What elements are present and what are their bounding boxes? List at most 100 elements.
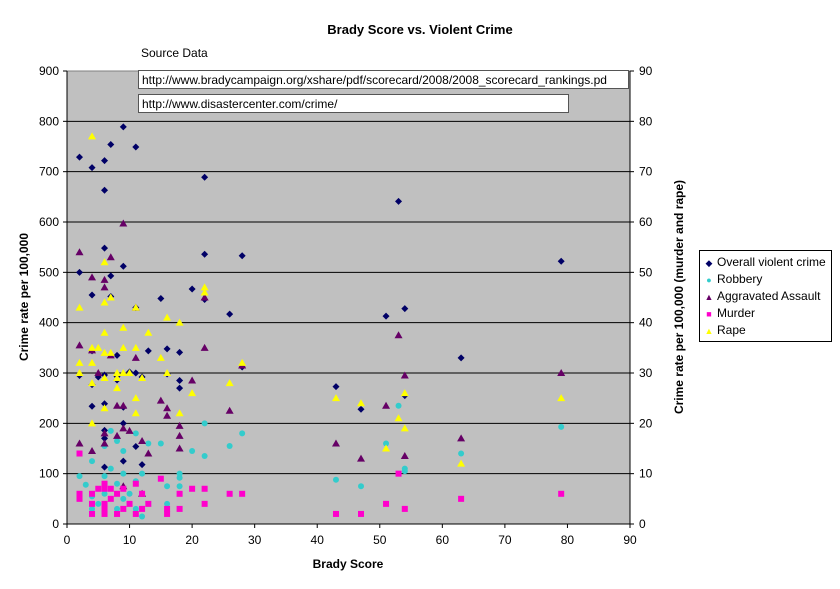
y2-tick-label: 90 [639, 64, 653, 78]
data-point [457, 434, 466, 442]
data-point [558, 423, 565, 430]
y-tick-label: 100 [39, 467, 59, 481]
data-point [557, 257, 565, 265]
x-tick-label: 40 [311, 533, 325, 547]
x-tick-label: 20 [185, 533, 199, 547]
data-point [119, 424, 128, 432]
source-url-brady: http://www.bradycampaign.org/xshare/pdf/… [138, 70, 629, 89]
data-point [88, 402, 96, 410]
y-tick-label: 900 [39, 64, 59, 78]
y-tick-label: 800 [39, 114, 59, 128]
data-point [119, 401, 128, 409]
data-point [120, 485, 127, 492]
data-point [107, 465, 114, 472]
data-point [164, 505, 171, 512]
data-point [88, 273, 97, 281]
data-point [557, 394, 566, 402]
data-point [106, 253, 115, 261]
data-point [138, 374, 147, 382]
data-point [113, 369, 122, 376]
data-point [225, 379, 234, 387]
data-point [226, 310, 234, 318]
data-point [131, 353, 140, 361]
data-point [357, 405, 365, 413]
x-axis-label: Brady Score [313, 557, 384, 571]
legend-marker-icon: ▲ [704, 326, 714, 336]
data-point [89, 500, 96, 507]
data-point [100, 258, 109, 266]
legend-marker-icon: ▲ [704, 292, 714, 302]
data-point [106, 348, 115, 356]
data-point [120, 505, 127, 512]
data-point [201, 500, 208, 507]
data-point [76, 450, 83, 457]
data-point [113, 401, 122, 409]
data-point [100, 275, 109, 283]
data-point [201, 250, 209, 258]
x-tick-label: 90 [623, 533, 637, 547]
data-point [239, 490, 246, 497]
x-tick-label: 70 [498, 533, 512, 547]
data-point [131, 303, 140, 311]
y2-tick-label: 60 [639, 215, 653, 229]
x-tick-label: 60 [436, 533, 450, 547]
data-point [157, 475, 164, 482]
x-tick-label: 50 [373, 533, 387, 547]
data-point [88, 132, 97, 140]
data-point [94, 343, 103, 351]
data-point [200, 283, 209, 291]
chart-title: Brady Score vs. Violent Crime [327, 22, 512, 37]
data-point [132, 143, 140, 151]
data-point [188, 285, 196, 293]
data-point [457, 459, 466, 467]
y-tick-label: 500 [39, 265, 59, 279]
data-point [132, 442, 140, 450]
data-point [119, 123, 127, 131]
data-point [139, 490, 146, 497]
data-point [100, 348, 109, 356]
right-y-axis: 0 10 20 30 40 50 60 70 80 90 [629, 64, 653, 531]
data-point [401, 305, 409, 313]
data-point [75, 248, 84, 256]
data-point [113, 384, 122, 392]
y2-tick-label: 10 [639, 467, 653, 481]
data-point [89, 458, 96, 465]
y-tick-label: 400 [39, 316, 59, 330]
y-tick-label: 200 [39, 416, 59, 430]
data-point [114, 437, 121, 444]
data-point [458, 495, 465, 502]
data-point [88, 343, 97, 351]
data-point [132, 369, 140, 377]
data-point [131, 394, 140, 402]
data-point [132, 510, 139, 517]
data-point [107, 140, 115, 148]
data-point [176, 505, 183, 512]
data-point [101, 186, 109, 194]
data-point [126, 500, 133, 507]
data-point [101, 473, 108, 480]
data-point [114, 505, 121, 512]
data-point [119, 457, 127, 465]
data-point [82, 481, 89, 488]
legend-marker-icon: ◆ [705, 258, 713, 268]
data-point [75, 369, 84, 376]
y-tick-label: 600 [39, 215, 59, 229]
data-point [94, 369, 103, 376]
data-point [400, 424, 409, 432]
data-point [383, 440, 390, 447]
data-point [358, 483, 365, 490]
data-point [138, 436, 147, 444]
data-point [226, 442, 233, 449]
legend-item: ■ Murder [704, 306, 755, 321]
data-point [95, 500, 102, 507]
data-point [113, 431, 122, 439]
legend-item: ● Robbery [704, 272, 762, 287]
legend-marker-icon: ■ [706, 309, 712, 319]
y2-tick-label: 30 [639, 366, 653, 380]
data-point [75, 439, 84, 447]
data-point [332, 383, 340, 391]
data-point [145, 500, 152, 507]
data-point [156, 353, 165, 361]
left-y-axis: 0 100 200 300 400 500 600 700 800 900 [39, 64, 68, 531]
series-murder [76, 450, 565, 517]
